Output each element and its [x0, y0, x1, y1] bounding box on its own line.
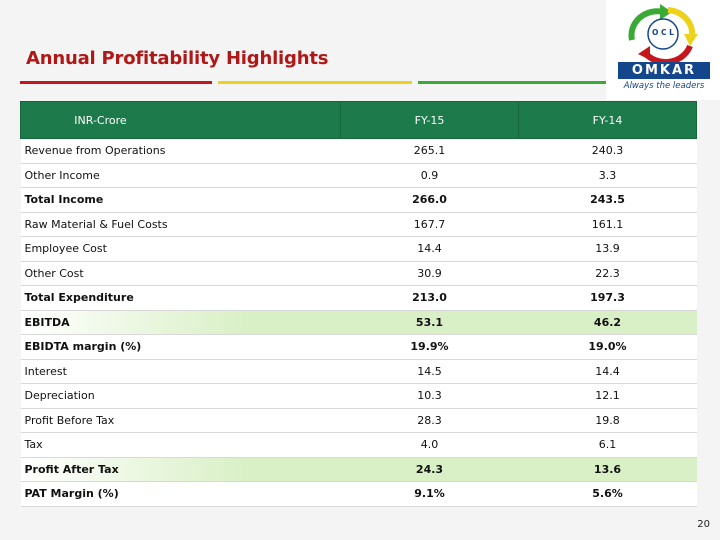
table-row: Raw Material & Fuel Costs 167.7 161.1 [20, 212, 697, 237]
table-row: Profit Before Tax 28.3 19.8 [20, 408, 697, 433]
column-header-unit: INR-Crore [20, 101, 341, 139]
row-value-fy15: 9.1% [340, 481, 519, 507]
title-divider-green [418, 81, 610, 84]
page-number: 20 [697, 519, 710, 530]
table-row: EBITDA 53.1 46.2 [20, 310, 697, 335]
table-row: Depreciation 10.3 12.1 [20, 383, 697, 409]
table-body: Revenue from Operations 265.1 240.3 Other I… [20, 138, 697, 507]
row-value-fy15: 266.0 [340, 187, 519, 213]
title-divider-yellow [218, 81, 412, 84]
recycle-arrows-logo-icon [628, 4, 698, 62]
row-value-fy14: 240.3 [518, 138, 697, 164]
row-label: Total Income [20, 187, 341, 213]
table-header-row: INR-Crore FY-15 FY-14 [20, 101, 697, 139]
row-value-fy14: 6.1 [518, 432, 697, 458]
row-label: Profit Before Tax [20, 408, 341, 433]
row-value-fy14: 3.3 [518, 163, 697, 188]
row-label: Employee Cost [20, 236, 341, 262]
row-value-fy14: 19.0% [518, 334, 697, 360]
table-row: Profit After Tax 24.3 13.6 [20, 457, 697, 482]
row-value-fy15: 24.3 [340, 457, 519, 482]
row-value-fy15: 14.4 [340, 236, 519, 262]
row-label: Interest [20, 359, 341, 384]
row-value-fy14: 13.6 [518, 457, 697, 482]
row-value-fy15: 19.9% [340, 334, 519, 360]
row-label: Revenue from Operations [20, 138, 341, 164]
table-row: Tax 4.0 6.1 [20, 432, 697, 458]
table-row: Total Income 266.0 243.5 [20, 187, 697, 213]
row-value-fy14: 14.4 [518, 359, 697, 384]
table-row: Other Cost 30.9 22.3 [20, 261, 697, 286]
row-value-fy15: 30.9 [340, 261, 519, 286]
row-label: Raw Material & Fuel Costs [20, 212, 341, 237]
profitability-table: INR-Crore FY-15 FY-14 Revenue from Opera… [20, 101, 697, 507]
row-value-fy14: 197.3 [518, 285, 697, 311]
column-header-fy14: FY-14 [518, 101, 697, 139]
row-value-fy15: 0.9 [340, 163, 519, 188]
row-label: Other Cost [20, 261, 341, 286]
logo-tagline: Always the leaders [623, 81, 705, 91]
logo-emblem-text: O C L [652, 28, 674, 37]
table-row: Other Income 0.9 3.3 [20, 163, 697, 188]
row-value-fy15: 213.0 [340, 285, 519, 311]
row-value-fy14: 12.1 [518, 383, 697, 409]
row-value-fy15: 53.1 [340, 310, 519, 335]
row-value-fy15: 265.1 [340, 138, 519, 164]
row-label: Profit After Tax [20, 457, 341, 482]
row-label: EBITDA [20, 310, 341, 335]
logo-wordmark: OMKAR [618, 62, 710, 79]
row-value-fy15: 167.7 [340, 212, 519, 237]
company-logo: O C L OMKAR Always the leaders [606, 0, 720, 100]
row-value-fy14: 13.9 [518, 236, 697, 262]
row-label: Depreciation [20, 383, 341, 409]
row-value-fy14: 5.6% [518, 481, 697, 507]
row-label: PAT Margin (%) [20, 481, 341, 507]
row-label: EBIDTA margin (%) [20, 334, 341, 360]
row-label: Total Expenditure [20, 285, 341, 311]
row-value-fy15: 10.3 [340, 383, 519, 409]
row-label: Other Income [20, 163, 341, 188]
column-header-fy15: FY-15 [340, 101, 519, 139]
row-value-fy14: 46.2 [518, 310, 697, 335]
title-divider-red [20, 81, 212, 84]
row-value-fy14: 22.3 [518, 261, 697, 286]
row-value-fy14: 19.8 [518, 408, 697, 433]
slide-title: Annual Profitability Highlights [26, 48, 329, 69]
table-row: Interest 14.5 14.4 [20, 359, 697, 384]
table-row: Employee Cost 14.4 13.9 [20, 236, 697, 262]
row-value-fy15: 14.5 [340, 359, 519, 384]
table-row: PAT Margin (%) 9.1% 5.6% [20, 481, 697, 507]
row-value-fy15: 4.0 [340, 432, 519, 458]
row-value-fy14: 161.1 [518, 212, 697, 237]
row-value-fy15: 28.3 [340, 408, 519, 433]
table-row: Revenue from Operations 265.1 240.3 [20, 138, 697, 164]
table-row: EBIDTA margin (%) 19.9% 19.0% [20, 334, 697, 360]
row-label: Tax [20, 432, 341, 458]
table-row: Total Expenditure 213.0 197.3 [20, 285, 697, 311]
row-value-fy14: 243.5 [518, 187, 697, 213]
